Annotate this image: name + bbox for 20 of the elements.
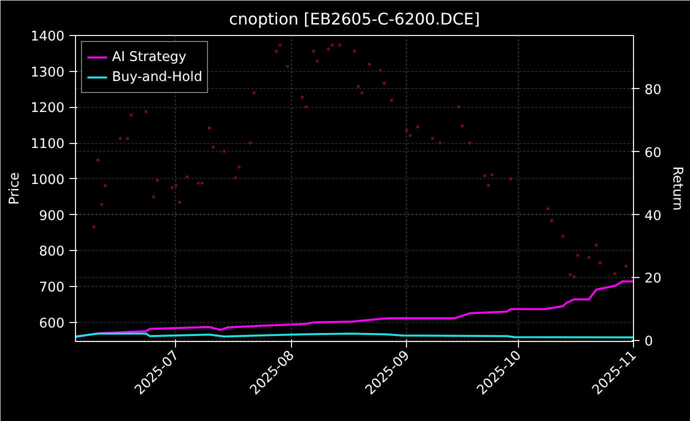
y-tick-label: 700 [39,280,65,296]
y2-tick-label: 0 [644,334,653,350]
legend-label: AI Strategy [112,50,186,64]
legend-label: Buy-and-Hold [112,70,202,84]
y2-tick-label: 20 [644,272,662,287]
y2-tick-label: 40 [644,208,662,224]
y-tick-label: 1100 [30,137,65,152]
y-tick-label: 600 [39,316,65,332]
y2-tick-label: 80 [644,82,662,98]
y-tick-label: 1300 [30,65,65,80]
y-tick-label: 1200 [30,101,65,116]
y2-axis-title: Return [669,166,684,211]
y2-tick-label: 60 [644,146,662,161]
y-axis-title: Price [8,172,23,205]
y-tick-label: 1000 [30,172,65,188]
chart-title: cnoption [EB2605-C-6200.DCE] [228,10,480,28]
y-tick-label: 800 [39,244,65,260]
y-tick-label: 1400 [30,30,65,44]
line-series [76,280,634,338]
y-tick-label: 900 [39,208,65,224]
